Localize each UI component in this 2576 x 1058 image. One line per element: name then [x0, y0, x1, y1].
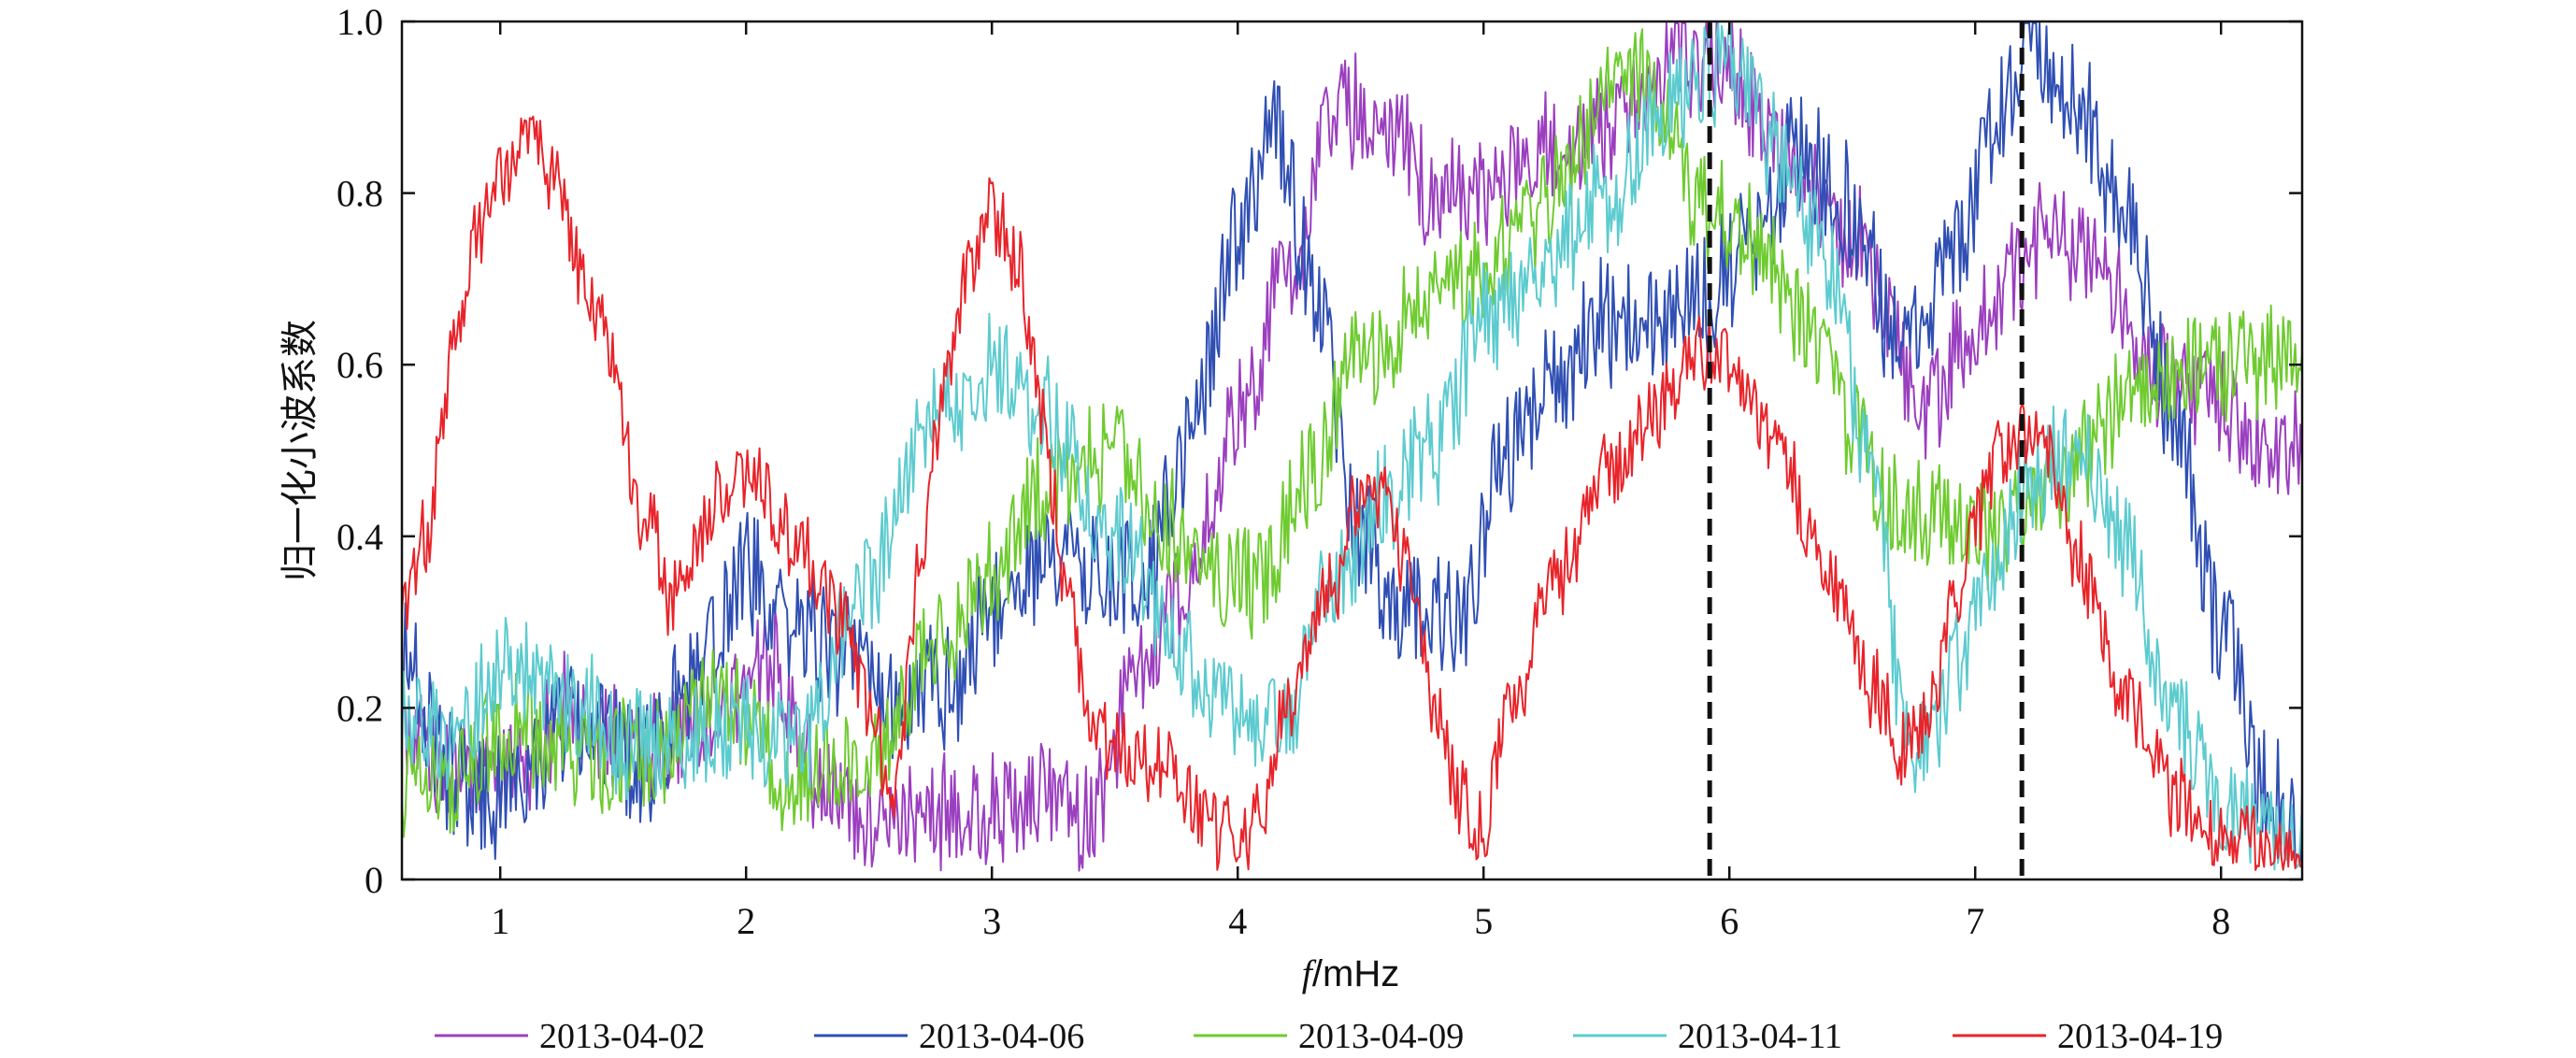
- x-axis-label-unit: /mHz: [1312, 953, 1399, 994]
- x-tick-label: 1: [491, 900, 509, 942]
- ticks: [402, 20, 2302, 881]
- series-layer: [402, 21, 2302, 872]
- series-line-2013-04-06: [402, 21, 2302, 863]
- legend-label: 2013-04-06: [919, 1017, 1084, 1056]
- y-tick-label: 0: [365, 859, 383, 901]
- x-tick-label: 6: [1720, 900, 1739, 942]
- y-axis-label: 归一化小波系数: [279, 320, 321, 581]
- legend-label: 2013-04-19: [2057, 1017, 2223, 1056]
- reference-lines: [1707, 21, 2025, 879]
- x-tick-label: 8: [2211, 900, 2230, 942]
- series-line-2013-04-09: [402, 28, 2302, 838]
- x-tick-label: 4: [1228, 900, 1247, 942]
- series-line-2013-04-11: [402, 21, 2302, 871]
- x-tick-label: 5: [1474, 900, 1493, 942]
- plot-frame: [400, 20, 2304, 881]
- legend-label: 2013-04-11: [1678, 1017, 1842, 1056]
- y-tick-label: 0.2: [336, 687, 383, 729]
- y-tick-label: 1.0: [336, 1, 383, 43]
- series-line-2013-04-19: [402, 115, 2302, 871]
- legend: 2013-04-02 2013-04-06 2013-04-09 2013-04-11…: [435, 1017, 2223, 1056]
- legend-label: 2013-04-09: [1298, 1017, 1464, 1056]
- y-tick-label: 0.6: [336, 344, 383, 386]
- x-tick-label: 2: [737, 900, 755, 942]
- x-axis-label: f/mHz: [1302, 952, 1399, 994]
- legend-label: 2013-04-02: [539, 1017, 705, 1056]
- y-tick-label: 0.4: [336, 516, 383, 558]
- x-tick-label: 7: [1966, 900, 1984, 942]
- tick-labels: 1 2 3 4 5 6 7 8 0 0.2 0.4 0.6 0.8 1.0: [336, 1, 2230, 942]
- x-tick-label: 3: [982, 900, 1001, 942]
- y-tick-label: 0.8: [336, 173, 383, 215]
